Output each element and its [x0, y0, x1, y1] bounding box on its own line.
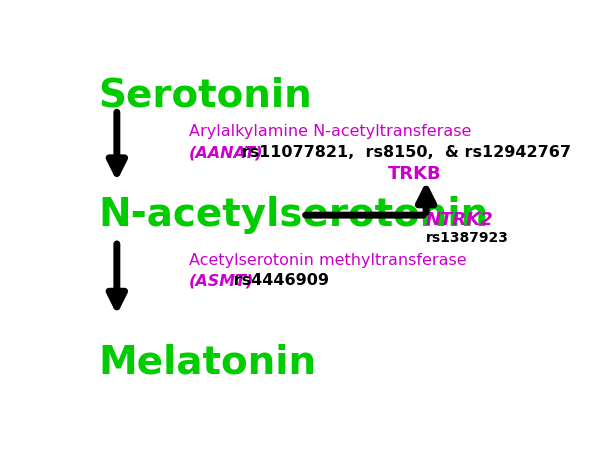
Text: rs1387923: rs1387923: [426, 231, 509, 245]
Text: N-acetylserotonin: N-acetylserotonin: [98, 196, 488, 234]
Text: Melatonin: Melatonin: [98, 343, 316, 382]
Text: Arylalkylamine N-acetyltransferase: Arylalkylamine N-acetyltransferase: [189, 125, 472, 140]
Text: (ASMT): (ASMT): [189, 274, 254, 288]
Text: rs4446909: rs4446909: [227, 274, 329, 288]
Text: TRKB: TRKB: [388, 165, 441, 183]
Text: Acetylserotonin methyltransferase: Acetylserotonin methyltransferase: [189, 252, 467, 268]
Text: (AANAT): (AANAT): [189, 145, 263, 160]
Text: NTRK2: NTRK2: [426, 212, 494, 230]
Text: Serotonin: Serotonin: [98, 76, 312, 115]
Text: rs11077821,  rs8150,  & rs12942767: rs11077821, rs8150, & rs12942767: [236, 145, 571, 160]
